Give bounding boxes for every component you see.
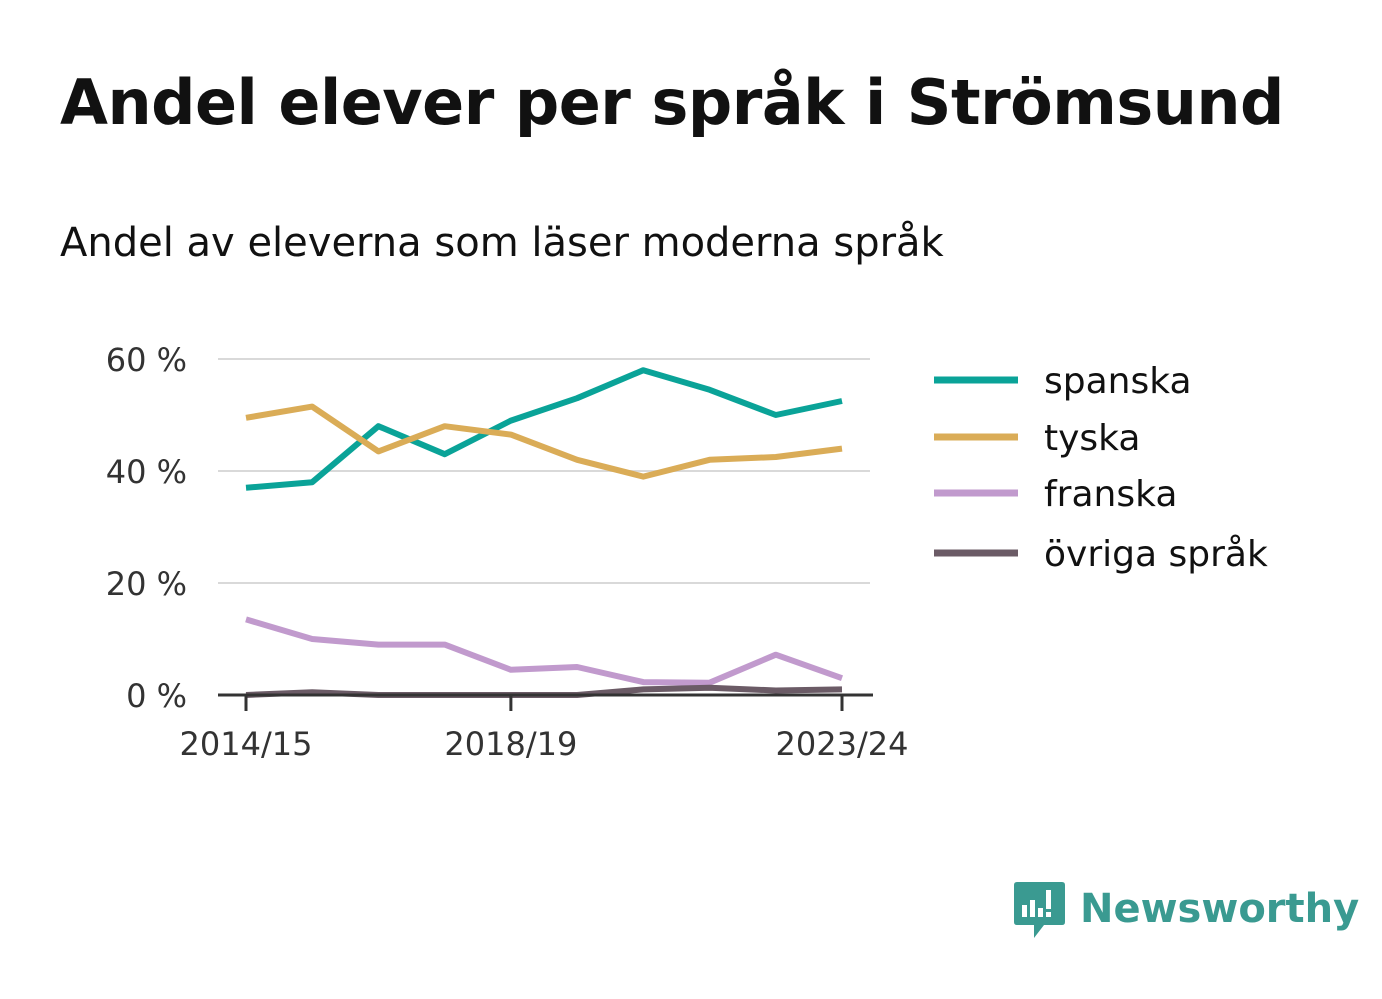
- x-tick-label: 2023/24: [776, 725, 909, 763]
- chart-title: Andel elever per språk i Strömsund: [60, 66, 1284, 139]
- legend-label: franska: [1044, 474, 1177, 515]
- series-line-spanska: [245, 367, 843, 491]
- x-tick-label: 2018/19: [444, 725, 577, 763]
- series-line-franska: [245, 616, 844, 686]
- series-line-tyska: [245, 403, 843, 480]
- legend-label: spanska: [1044, 361, 1192, 402]
- legend-label: övriga språk: [1044, 534, 1268, 575]
- gridlines: [218, 358, 870, 584]
- brand-name: Newsworthy: [1080, 886, 1360, 932]
- brand-logo: Newsworthy: [1010, 878, 1359, 940]
- y-tick-label: 40 %: [106, 453, 187, 491]
- y-tick-label: 20 %: [106, 565, 187, 603]
- chart-subtitle: Andel av eleverna som läser moderna språ…: [60, 220, 944, 266]
- x-tick-label: 2014/15: [180, 725, 313, 763]
- legend: spanska tyska franska övriga språk: [934, 361, 1268, 575]
- series-lines: [245, 367, 844, 698]
- axes: 0 % 20 % 40 % 60 % 2014/15 2018/19 2023/24: [106, 341, 909, 763]
- newsworthy-logo-icon: [1014, 882, 1065, 938]
- y-tick-label: 0 %: [126, 677, 187, 715]
- y-tick-label: 60 %: [106, 341, 187, 379]
- legend-label: tyska: [1044, 418, 1140, 459]
